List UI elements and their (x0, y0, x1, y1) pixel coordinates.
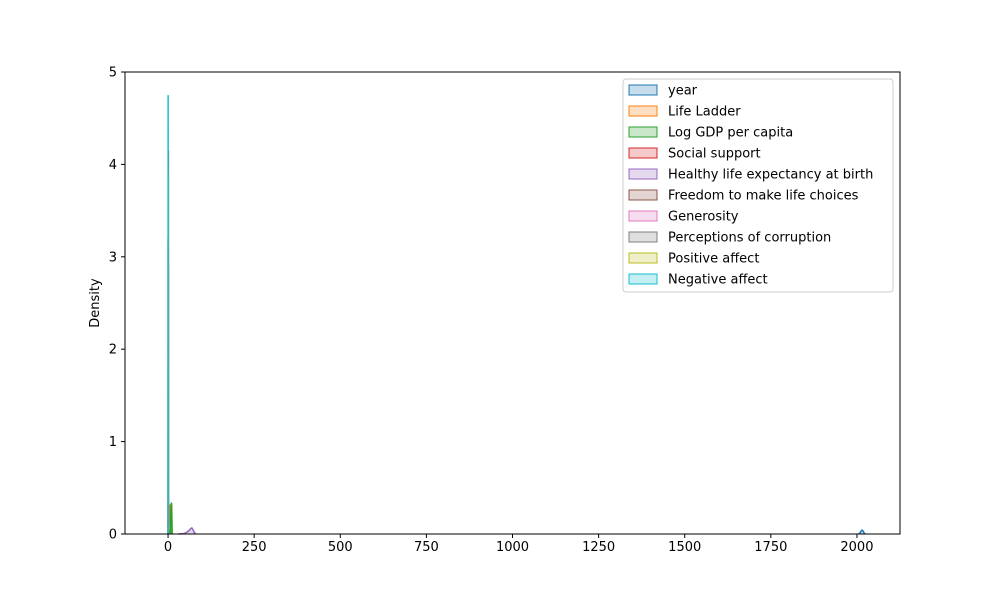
legend-label: Positive affect (668, 252, 759, 267)
x-tick-label: 1500 (668, 540, 701, 555)
legend-swatch (629, 148, 657, 158)
legend-label: Generosity (668, 210, 739, 225)
y-tick-label: 1 (109, 435, 117, 450)
y-tick-label: 5 (109, 66, 117, 81)
legend-label: Social support (668, 147, 761, 162)
x-tick-label: 500 (328, 540, 353, 555)
x-tick-label: 1250 (582, 540, 615, 555)
legend-label: year (668, 84, 698, 99)
legend-swatch (629, 211, 657, 221)
y-tick-label: 2 (109, 343, 117, 358)
y-tick-label: 3 (109, 250, 117, 265)
legend-swatch (629, 274, 657, 284)
legend-swatch (629, 169, 657, 179)
y-tick-label: 4 (109, 158, 117, 173)
y-axis-label: Density (88, 278, 103, 328)
legend-label: Negative affect (668, 273, 768, 288)
legend-swatch (629, 253, 657, 263)
x-tick-label: 0 (164, 540, 172, 555)
legend-swatch (629, 106, 657, 116)
legend-label: Freedom to make life choices (668, 189, 859, 204)
x-tick-label: 250 (242, 540, 267, 555)
legend-label: Perceptions of corruption (668, 231, 831, 246)
x-tick-label: 1750 (754, 540, 787, 555)
legend-swatch (629, 232, 657, 242)
y-tick-label: 0 (109, 528, 117, 543)
legend-swatch (629, 190, 657, 200)
legend-swatch (629, 85, 657, 95)
x-tick-label: 1000 (496, 540, 529, 555)
x-tick-label: 2000 (840, 540, 873, 555)
legend-label: Healthy life expectancy at birth (668, 168, 873, 183)
legend: year Life Ladder Log GDP per capita Social … (623, 79, 893, 292)
x-tick-label: 750 (414, 540, 439, 555)
legend-label: Log GDP per capita (668, 126, 793, 141)
legend-label: Life Ladder (668, 105, 741, 120)
legend-swatch (629, 127, 657, 137)
